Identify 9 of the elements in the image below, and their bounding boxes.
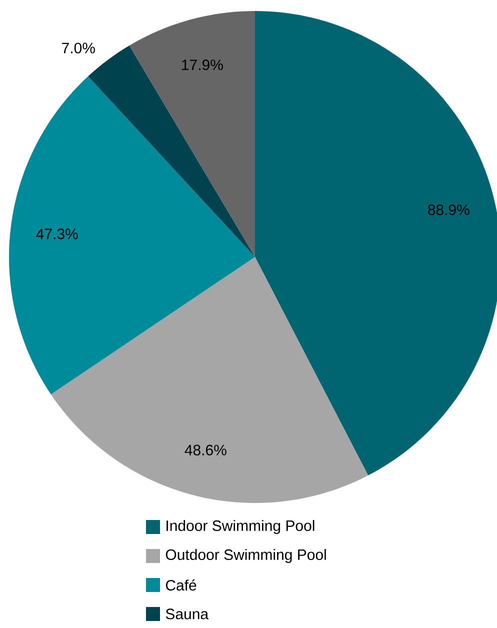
data-label: 7.0%	[62, 42, 95, 54]
data-label: 48.6%	[184, 444, 226, 456]
legend-label: Indoor Swimming Pool	[166, 520, 314, 534]
legend-label: Sauna	[166, 608, 209, 620]
legend-label: Outdoor Swimming Pool	[166, 549, 326, 563]
data-label: 88.9%	[428, 204, 470, 216]
data-label: 17.9%	[182, 60, 223, 70]
data-label: 47.3%	[36, 228, 78, 240]
legend-label: Café	[166, 579, 196, 591]
